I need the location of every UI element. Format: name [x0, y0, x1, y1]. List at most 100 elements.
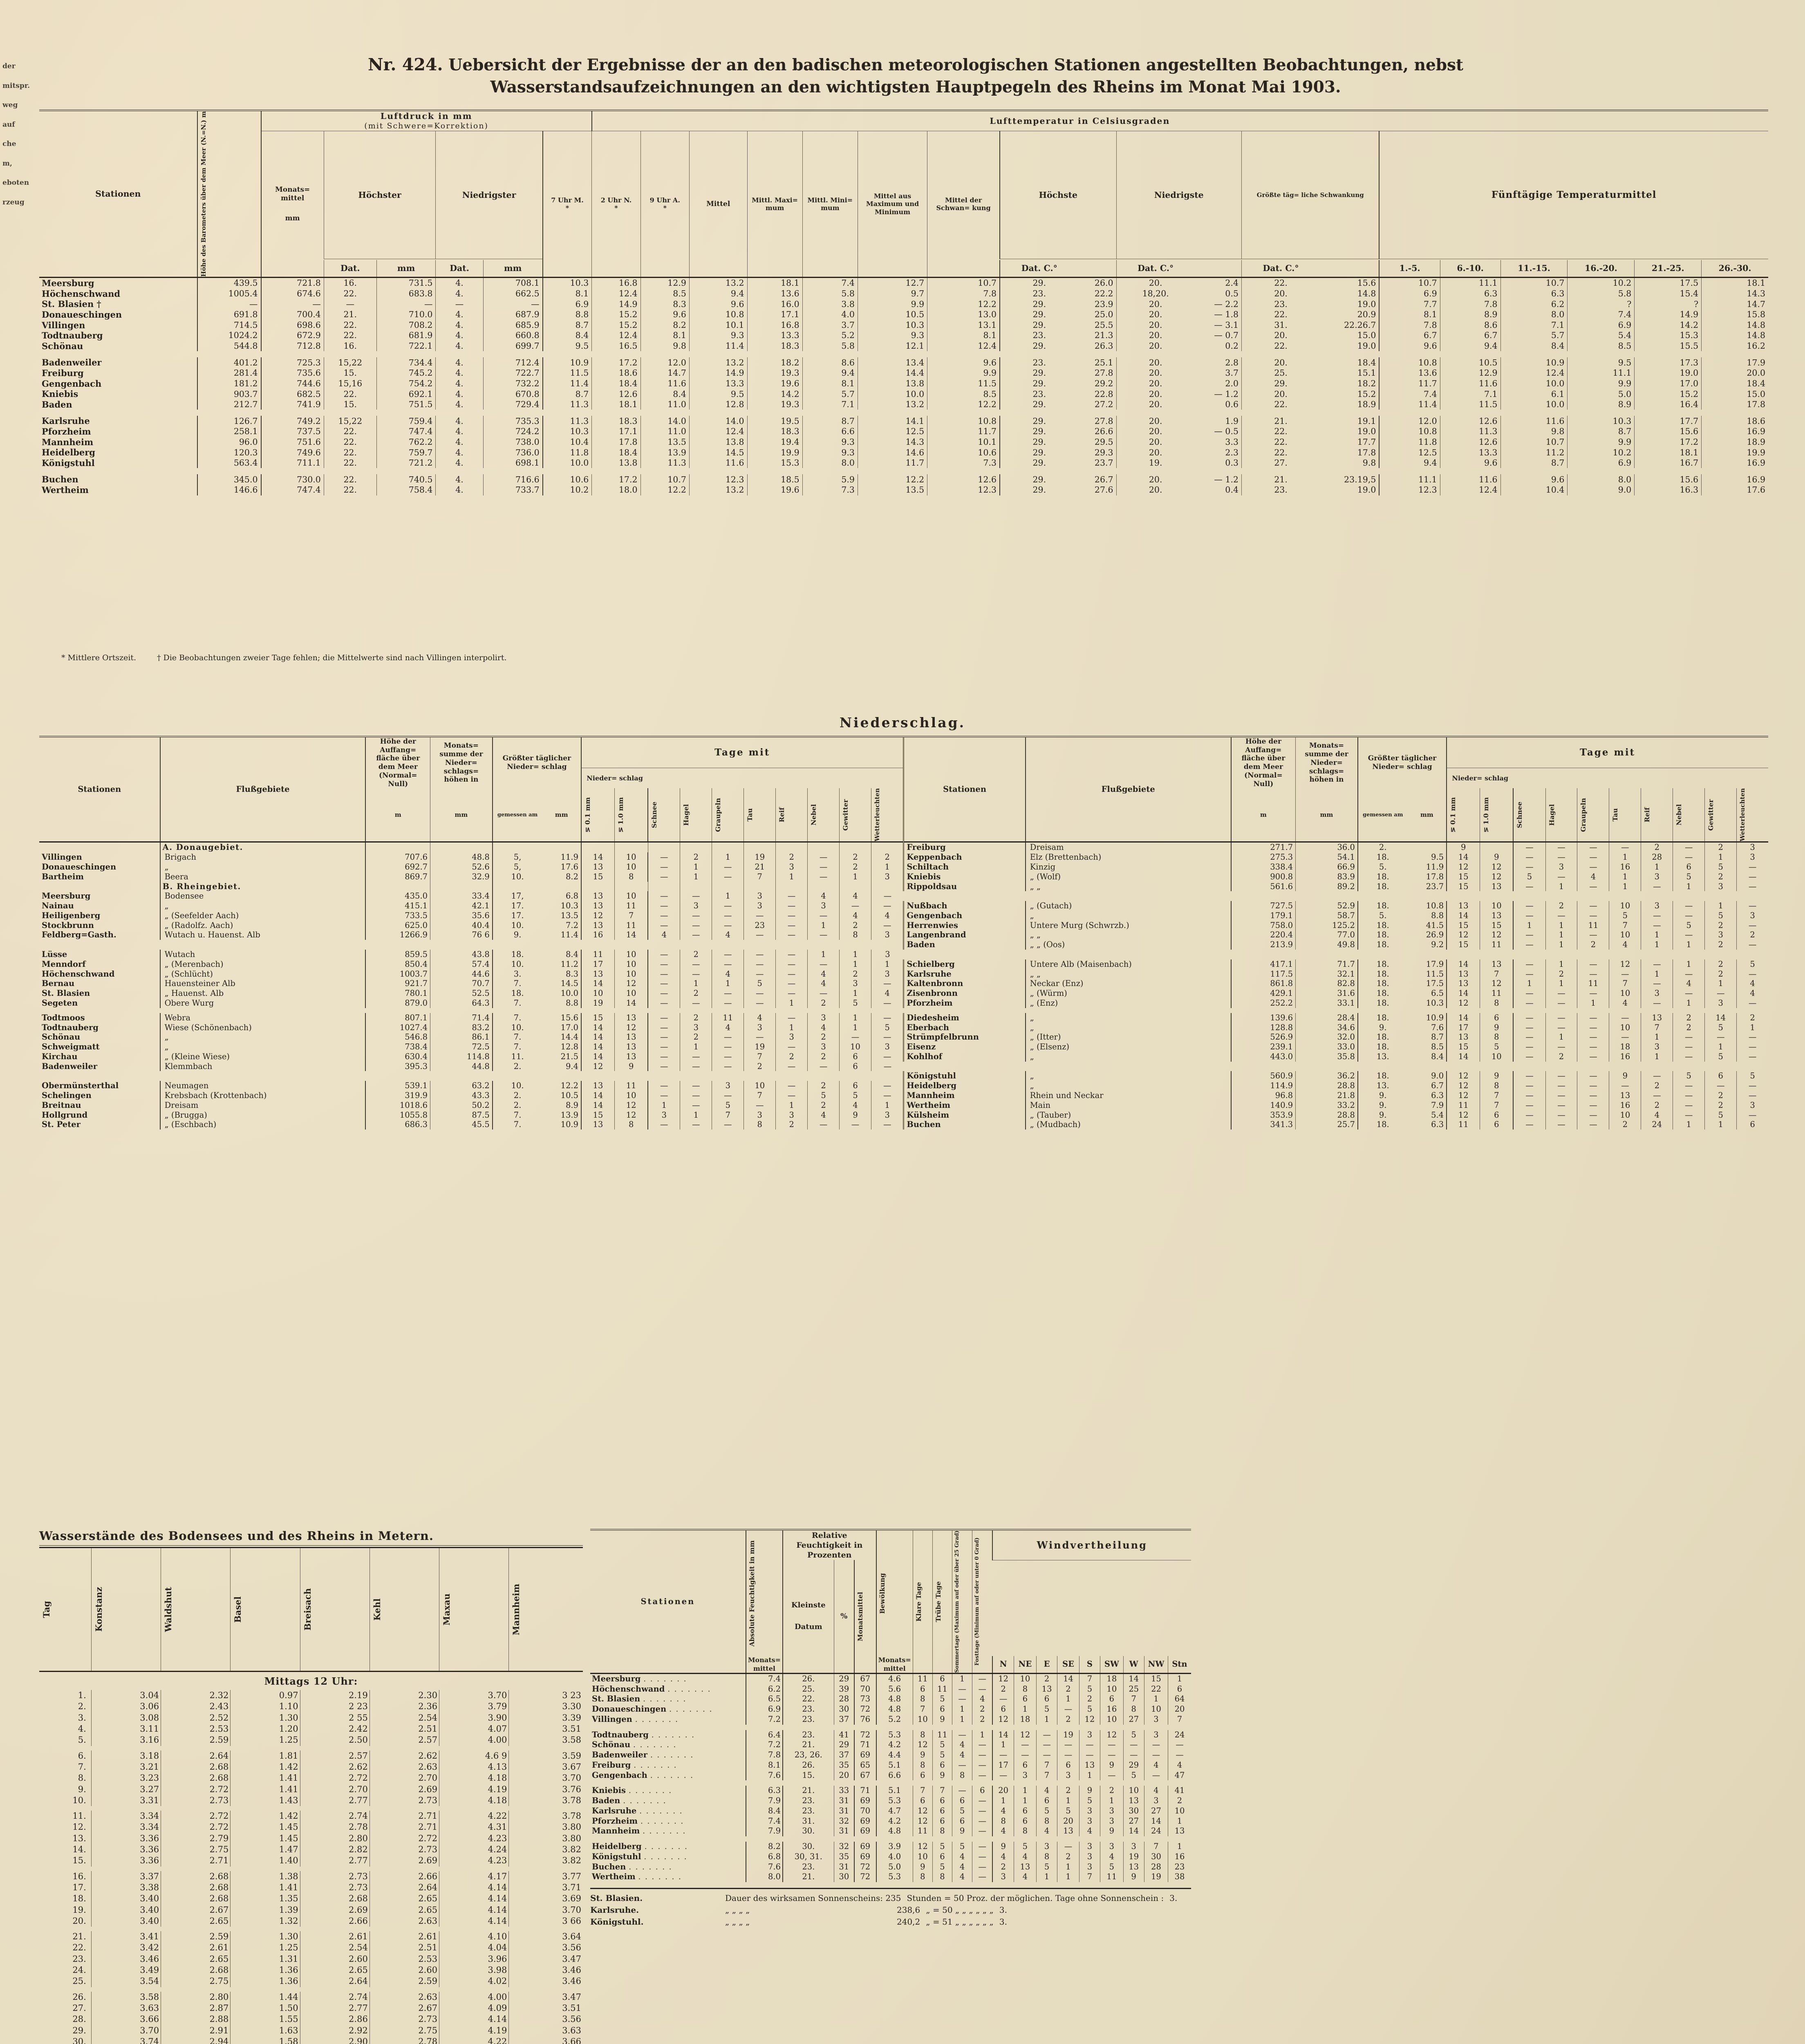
- table-row: 11. 3.34 2.72 1.42 2.74 2.71 4.22 3.78: [39, 1811, 583, 1822]
- cell-tage-01: 15: [1446, 940, 1480, 950]
- cell-hoehe: 526.9: [1230, 1032, 1296, 1042]
- cell-klare-tage: 6: [912, 1770, 933, 1781]
- cell-tagemit-8: —: [871, 1013, 904, 1023]
- table-row: 25. 3.54 2.75 1.36 2.64 2.59 4.02 3.46: [39, 1976, 583, 1987]
- cell-wind-9: 16: [1167, 1851, 1191, 1862]
- cell-wind-4: —: [1057, 1704, 1079, 1715]
- cell-frosttage: —: [972, 1862, 993, 1872]
- cell-hdat: 29.: [999, 341, 1079, 352]
- cell-wind-5: 13: [1079, 1760, 1100, 1771]
- cell-groesster-datum: 13.: [1357, 1081, 1408, 1091]
- cell-station: Schönau . . . . . . .: [592, 1740, 677, 1750]
- cell-station: Mannheim: [903, 1090, 1026, 1100]
- cell-monatssumme: 36.0: [1295, 842, 1358, 853]
- cell-h: 96.0: [197, 437, 261, 448]
- cell-frosttage: 2: [972, 1704, 993, 1715]
- th-k-dir-n: N: [992, 1656, 1014, 1674]
- cell-flussgebiet: Obere Wurg: [159, 998, 366, 1008]
- table-row: Wertheim . . . . . . . 8.0 21. 30 72 5.3 8 8 4—3…: [590, 1872, 1191, 1883]
- cell-frosttage: 6: [972, 1786, 993, 1796]
- cell-wind-3: 4: [1036, 1826, 1057, 1837]
- cell-mmm: 13.5: [857, 485, 927, 495]
- th-k-truebe: Trübe Tage: [932, 1530, 952, 1674]
- cell-xm: 18.3: [747, 426, 803, 437]
- cell-groesster-mm: 5.4: [1431, 1110, 1444, 1120]
- cell-pegel-4: 2.77: [300, 1795, 370, 1806]
- cell-tagemit-5: 1: [775, 872, 808, 882]
- cell-flussgebiet: Wutach: [159, 950, 366, 959]
- cell-tagemit-4: 12: [1609, 959, 1641, 969]
- masthead-title-1: Uebersicht der Ergebnisse der an den bad…: [448, 56, 1464, 74]
- cell-tage-01: 14: [581, 1100, 615, 1110]
- cell-bewoelkung: 5.1: [876, 1786, 913, 1796]
- cell-tage-01: 9: [1446, 842, 1480, 853]
- cell-hoehe: 271.7: [1230, 842, 1296, 853]
- cell-monatssumme: 32.1: [1295, 969, 1358, 979]
- cell-pegel-1: 3.08: [91, 1712, 161, 1724]
- cell-tag: 11.: [72, 1811, 86, 1821]
- cell-tagemit-2: —: [1545, 1081, 1577, 1091]
- th-dat-h: Dat.: [323, 260, 377, 278]
- report-number: Nr. 424.: [367, 55, 443, 74]
- cell-tagemit-5: —: [775, 988, 808, 998]
- cell-tagemit-4: 23: [743, 920, 776, 930]
- cell-station: Villingen: [42, 852, 82, 862]
- cell-msw: 12.2: [927, 399, 1000, 410]
- th-7uhr: 7 Uhr M. *: [542, 131, 592, 278]
- cell-wind-7: 3: [1123, 1842, 1144, 1852]
- cell-nm: 724.2: [483, 426, 543, 437]
- th-groesste-schwankung: Größte täg= liche Schwankung: [1241, 131, 1380, 259]
- table-row: Mannheim . . . . . . . 7.9 30. 31 69 4.8 11 8 9—…: [590, 1826, 1191, 1837]
- cell-abs-feuchte: 6.5: [745, 1694, 783, 1705]
- cell-pegel-7: 3.70: [508, 1904, 583, 1916]
- cell-tagemit-4: —: [743, 1032, 776, 1042]
- cell-nd: 4.: [435, 399, 484, 410]
- cell-tagemit-3: —: [712, 920, 744, 930]
- cell-nn: 9.3: [802, 447, 858, 458]
- cell-tagemit-2: —: [1545, 1120, 1577, 1130]
- cell-hoehe: 117.5: [1230, 969, 1296, 979]
- cell-kleinste-datum: 30, 31.: [782, 1851, 834, 1862]
- cell-wind-3: —: [1036, 1740, 1057, 1750]
- cell-groesster-mm: 14.4: [560, 1032, 578, 1042]
- cell-pentade-2: 11.1: [1440, 277, 1501, 289]
- klima-table: Stationen Absolute Feuchtigkeit in mm Re…: [590, 1529, 1191, 1883]
- cell-abs-feuchte: 8.2: [745, 1842, 783, 1852]
- cell-tagemit-4: 10: [1609, 901, 1641, 911]
- cell-monatssumme: 28.8: [1295, 1110, 1358, 1120]
- cell-wind-8: 3: [1144, 1796, 1168, 1806]
- table-row: 15. 3.36 2.71 1.40 2.77 2.69 4.23 3.82: [39, 1855, 583, 1867]
- cell-tagemit-8: 3: [1736, 852, 1768, 863]
- cell-mmm: 12.1: [857, 341, 927, 352]
- cell-pegel-3: 1.40: [230, 1855, 300, 1867]
- table-row: Schönau . . . . . . . 7.2 21. 29 71 4.2 12 5 4—1…: [590, 1740, 1191, 1750]
- cell-hc: 27.8: [1094, 368, 1113, 378]
- cell-pentade-1: 10.8: [1379, 357, 1440, 368]
- cell-tagemit-3: —: [1577, 1071, 1609, 1081]
- cell-pegel-3: 1.47: [230, 1844, 300, 1856]
- cell-pentade-4: 9.9: [1567, 437, 1635, 448]
- cell-tagemit-3: —: [1577, 1081, 1609, 1091]
- cell-sdat: 20.: [1241, 330, 1320, 341]
- cell-tagemit-3: 4: [712, 1022, 744, 1033]
- cell-tagemit-8: —: [871, 1090, 904, 1100]
- cell-nn: 5.2: [802, 330, 858, 341]
- cell-tage-10: [1480, 842, 1514, 853]
- cell-wind-6: —: [1100, 1770, 1123, 1781]
- cell-groesster-mm: 7.2: [565, 920, 578, 930]
- cell-wind-6: 3: [1100, 1842, 1123, 1852]
- cell-sommertage: —: [952, 1684, 972, 1694]
- cell-tage-01: 15: [1446, 872, 1480, 882]
- cell-tagemit-7: 2: [1704, 959, 1737, 969]
- cell-pegel-2: 2.68: [161, 1882, 231, 1894]
- cell-tagemit-4: 10: [1609, 988, 1641, 998]
- cell-groesster-mm: 41.5: [1426, 920, 1444, 930]
- cell-flussgebiet: „: [159, 862, 366, 872]
- cell-pegel-4: 2.74: [300, 1991, 370, 2003]
- section-title-niederschlag: Niederschlag.: [839, 715, 966, 731]
- cell-flussgebiet: „: [159, 901, 366, 911]
- cell-hm: 734.4: [376, 357, 436, 368]
- cell-nn: 4.0: [802, 309, 858, 320]
- cell-station: Todtmoos: [42, 1013, 85, 1022]
- cell-pegel-7: 3.80: [508, 1822, 583, 1833]
